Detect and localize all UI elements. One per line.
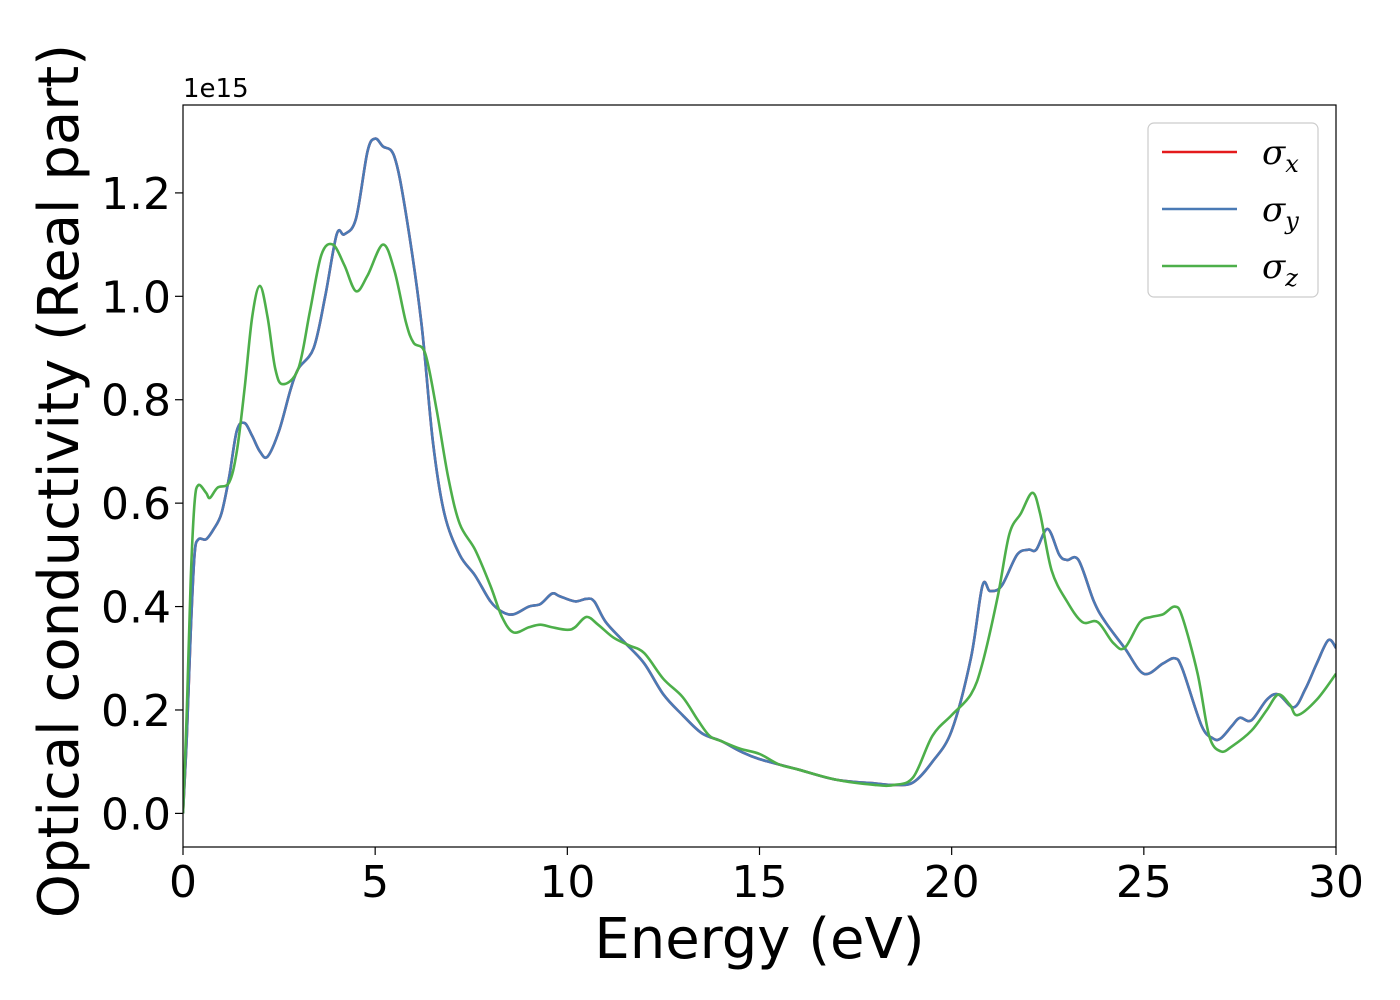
plot-frame: [182, 104, 1337, 848]
y-tick-label: 0.8: [101, 376, 171, 427]
x-tick-label: 25: [1116, 857, 1172, 908]
data-series: [183, 137, 1336, 814]
x-tick-label: 15: [732, 857, 788, 908]
x-axis-ticks: 0 5 10 15 20 25 30: [169, 847, 1364, 908]
legend-label-x: σx: [1262, 133, 1299, 178]
y-axis-ticks: 0.0 0.2 0.4 0.6 0.8 1.0 1.2: [101, 169, 183, 840]
x-tick-label: 10: [539, 857, 595, 908]
legend-label-y: σy: [1262, 190, 1299, 235]
x-tick-label: 20: [924, 857, 980, 908]
y-tick-label: 1.2: [101, 169, 171, 220]
series-line-z: [183, 242, 1336, 814]
x-tick-label: 30: [1308, 857, 1364, 908]
y-tick-label: 0.4: [101, 583, 171, 634]
x-tick-label: 5: [361, 857, 389, 908]
legend: σx σy σz: [1147, 122, 1319, 298]
legend-label-z: σz: [1262, 247, 1298, 292]
y-tick-label: 1.0: [101, 272, 171, 323]
y-tick-label: 0.2: [101, 686, 171, 737]
x-axis-label: Energy (eV): [594, 907, 924, 972]
y-tick-label: 0.6: [101, 479, 171, 530]
y-axis-label: Optical conductivity (Real part): [27, 44, 92, 918]
y-tick-label: 0.0: [101, 789, 171, 840]
y-offset-text: 1e15: [183, 74, 249, 104]
x-tick-label: 0: [169, 857, 197, 908]
series-line-y: [183, 137, 1336, 814]
